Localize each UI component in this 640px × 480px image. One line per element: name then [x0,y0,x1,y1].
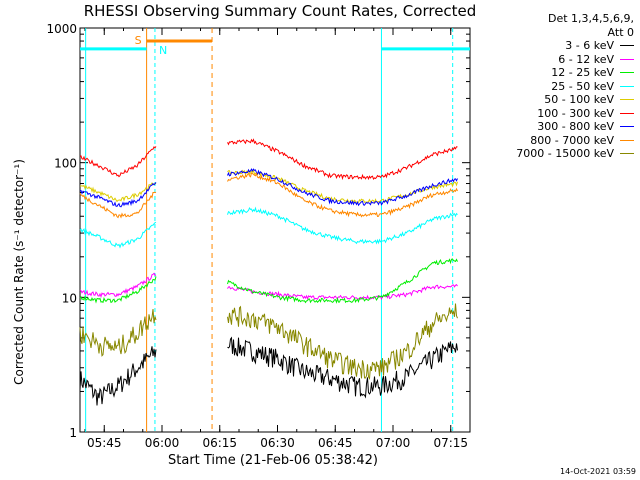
legend-entry: 800 - 7000 keV [516,134,634,148]
series-line-7 [79,182,157,208]
series-line-9 [227,303,458,381]
legend-label: 6 - 12 keV [558,52,614,66]
legend-entry: 100 - 300 keV [516,107,634,121]
legend-label: 7000 - 15000 keV [516,147,614,160]
series-line-9 [79,308,157,357]
legend-entry: 25 - 50 keV [516,80,634,94]
legend-header-line1: Det 1,3,4,5,6,9, [547,12,634,25]
legend-swatch [620,72,634,74]
x-tick-label: 07:15 [433,436,468,450]
x-tick-label: 05:45 [87,436,122,450]
legend-label: 50 - 100 keV [544,93,614,106]
legend-swatch [620,58,634,60]
series-line-7 [227,168,458,207]
chart-title: RHESSI Observing Summary Count Rates, Co… [83,2,477,20]
x-tick-label: 06:15 [202,436,237,450]
x-axis-label: Start Time (21-Feb-06 05:38:42) [168,453,378,468]
series-line-6 [79,146,157,178]
plot-frame [79,27,471,433]
night-flag-label: N [159,44,167,57]
series-line-3 [227,258,458,304]
series-line-4 [79,221,157,249]
x-tick-label: 06:00 [145,436,180,450]
series-line-1 [227,336,458,399]
series-line-2 [227,284,458,301]
legend-entry: 300 - 800 keV [516,120,634,134]
legend-swatch [620,45,634,47]
series-line-5 [227,169,458,205]
series-line-5 [79,182,157,203]
series-line-4 [227,206,458,245]
legend-entry: 3 - 6 keV [516,39,634,53]
legend-entry: 7000 - 15000 keV [516,147,634,161]
series-line-3 [79,276,157,304]
legend-swatch [620,112,634,114]
series-line-8 [227,172,458,218]
legend-label: 25 - 50 keV [551,79,614,93]
saa-flag-label: S [135,34,142,47]
y-tick-label: 1 [69,426,77,440]
legend-swatch [620,85,634,87]
series-line-8 [79,191,157,219]
y-axis-label: Corrected Count Rate (s⁻¹ detector⁻¹) [12,159,26,385]
legend-entry: 50 - 100 keV [516,93,634,107]
legend-label: 300 - 800 keV [537,120,614,133]
legend-label: 100 - 300 keV [537,106,614,120]
legend-swatch [620,99,634,101]
x-tick-label: 06:30 [260,436,295,450]
legend-swatch [620,139,634,141]
legend-entry: 6 - 12 keV [516,53,634,67]
legend-label: 12 - 25 keV [551,66,614,79]
legend-header-line2: Att 0 [607,25,634,39]
y-tick-label: 1000 [46,22,77,36]
y-tick-label: 100 [54,157,77,171]
y-tick-label: 10 [62,291,77,305]
x-tick-label: 07:00 [376,436,411,450]
legend-label: 3 - 6 keV [565,39,614,52]
legend: Det 1,3,4,5,6,9, Att 0 3 - 6 keV 6 - 12 k… [516,12,634,161]
legend-swatch [620,153,634,155]
timestamp: 14-Oct-2021 03:59 [560,467,636,476]
legend-swatch [620,126,634,128]
legend-entry: 12 - 25 keV [516,66,634,80]
series-line-6 [227,138,458,181]
series-line-1 [79,346,157,406]
x-tick-label: 06:45 [318,436,353,450]
series-line-2 [79,272,157,299]
legend-label: 800 - 7000 keV [530,133,614,147]
